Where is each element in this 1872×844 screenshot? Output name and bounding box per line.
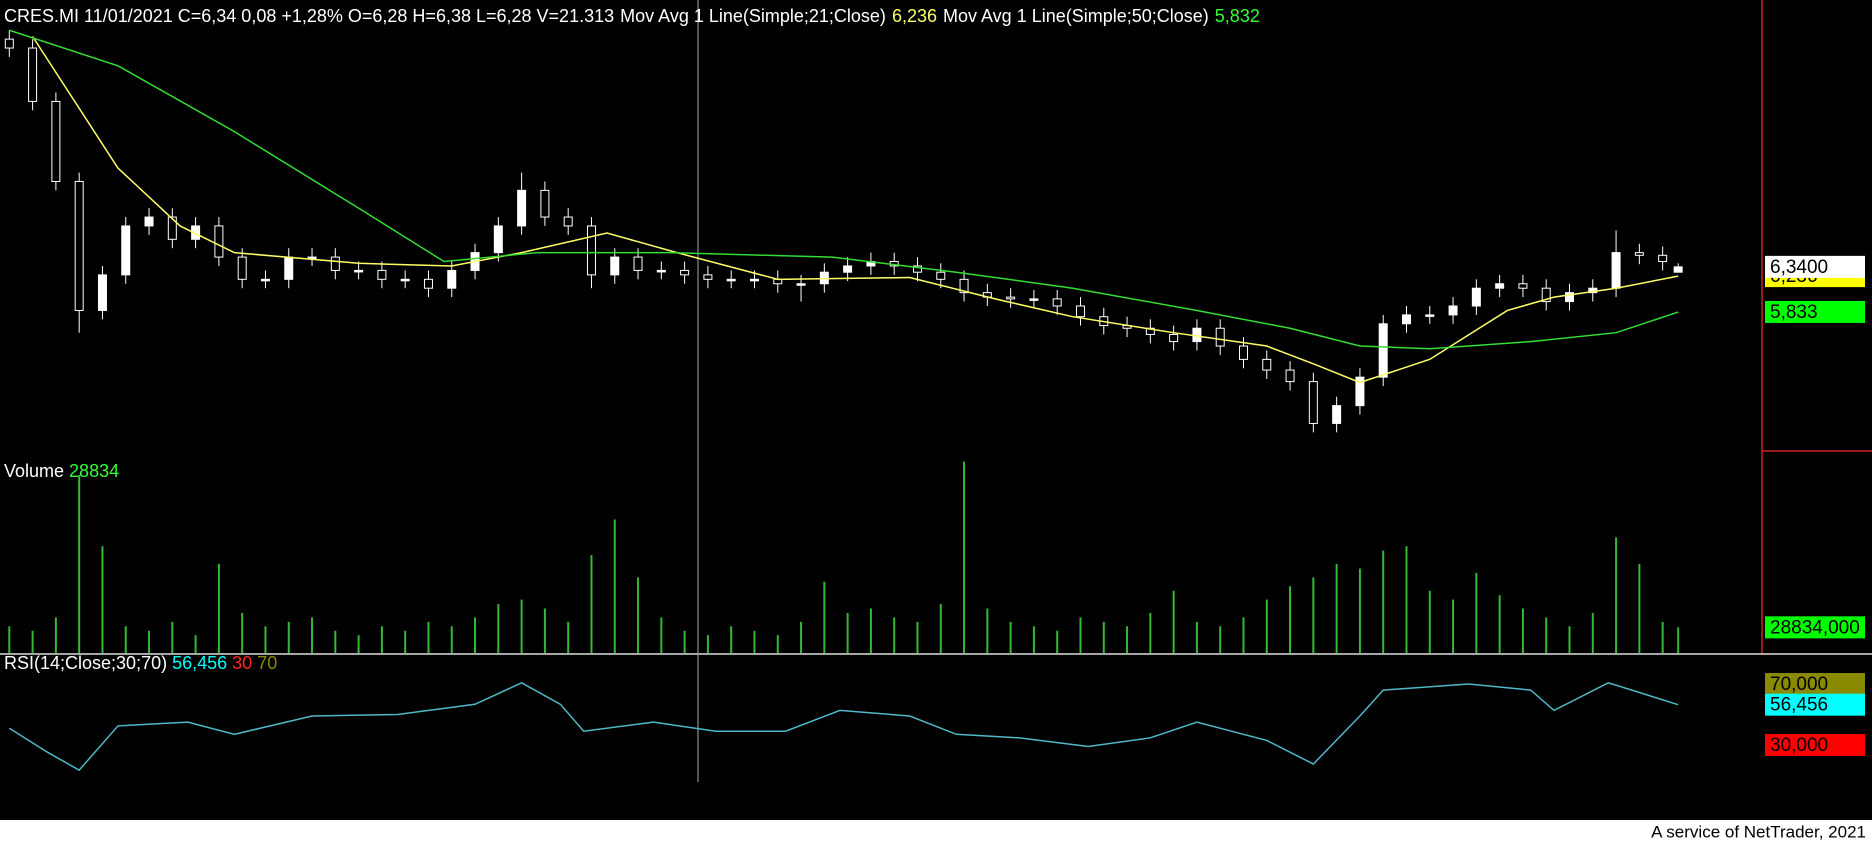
candle-body bbox=[260, 278, 270, 282]
candle-body bbox=[1448, 305, 1458, 316]
candle-body bbox=[586, 225, 596, 276]
rsi-line bbox=[8, 681, 1679, 772]
candle-body bbox=[493, 225, 503, 254]
moving-average bbox=[9, 29, 1679, 350]
candle-body bbox=[97, 274, 107, 311]
candle-body bbox=[1006, 296, 1016, 300]
value-box bbox=[1765, 255, 1865, 278]
candle-body bbox=[749, 278, 759, 282]
volume-title: Volume bbox=[4, 461, 64, 481]
candle-body bbox=[959, 278, 969, 294]
candle-body bbox=[1262, 358, 1272, 371]
candle-body bbox=[912, 265, 922, 273]
value-box-label: 30,000 bbox=[1770, 735, 1828, 756]
candle-body bbox=[1285, 369, 1295, 383]
candle-body bbox=[191, 225, 201, 240]
value-box bbox=[1765, 733, 1865, 756]
ma21-value: 6,236 bbox=[892, 6, 937, 26]
candle-body bbox=[1634, 252, 1644, 256]
candle-body bbox=[726, 278, 736, 282]
candle-body bbox=[1611, 252, 1621, 289]
candle-body bbox=[1564, 292, 1574, 303]
candle-body bbox=[167, 216, 177, 240]
candle-body bbox=[563, 216, 573, 227]
value-box bbox=[1765, 693, 1865, 716]
candle-body bbox=[843, 265, 853, 273]
rsi-title: RSI(14;Close;30;70) bbox=[4, 653, 167, 673]
rsi-level-high: 70 bbox=[257, 653, 277, 673]
candle-body bbox=[680, 269, 690, 276]
ma21-name: Mov Avg 1 Line(Simple;21;Close) bbox=[620, 6, 886, 26]
value-box-label: 28834,000 bbox=[1770, 617, 1860, 638]
ma50-name: Mov Avg 1 Line(Simple;50;Close) bbox=[943, 6, 1209, 26]
candle-body bbox=[1673, 266, 1683, 273]
candle-body bbox=[1332, 405, 1342, 424]
background bbox=[0, 0, 1872, 820]
candle-body bbox=[1425, 314, 1435, 317]
footer-band bbox=[0, 820, 1872, 844]
candle-body bbox=[1495, 283, 1505, 289]
ma50-value: 5,832 bbox=[1215, 6, 1260, 26]
moving-average bbox=[31, 36, 1679, 384]
candle-body bbox=[1308, 381, 1318, 424]
candle-body bbox=[1052, 298, 1062, 307]
candle-body bbox=[540, 189, 550, 218]
candle-body bbox=[1471, 287, 1481, 307]
candle-body bbox=[447, 269, 457, 289]
candle-body bbox=[237, 256, 247, 280]
value-box-label: 6,3400 bbox=[1770, 257, 1828, 278]
candle-body bbox=[1518, 283, 1528, 289]
candle-body bbox=[1215, 327, 1225, 347]
candle-body bbox=[330, 256, 340, 271]
candle-body bbox=[1029, 298, 1039, 301]
candle-body bbox=[1355, 376, 1365, 407]
candle-body bbox=[354, 269, 364, 273]
labels: 6,2366,34005,83328834,00070,00030,00056,… bbox=[1765, 255, 1865, 756]
value-box bbox=[1765, 673, 1865, 696]
candle-body bbox=[121, 225, 131, 276]
marks bbox=[4, 29, 1683, 772]
candle-body bbox=[1378, 323, 1388, 378]
candle-body bbox=[28, 47, 38, 102]
candle-body bbox=[936, 271, 946, 280]
candle-body bbox=[633, 256, 643, 271]
volume-value: 28834 bbox=[69, 461, 119, 481]
candle-body bbox=[796, 283, 806, 286]
value-box-label: 56,456 bbox=[1770, 695, 1828, 716]
candle-body bbox=[423, 278, 433, 289]
footer: A service of NetTrader, 2021 bbox=[1651, 822, 1866, 841]
candle-body bbox=[1075, 305, 1085, 318]
candle-body bbox=[517, 189, 527, 227]
candle-body bbox=[144, 216, 154, 227]
candle-body bbox=[400, 278, 410, 282]
candle-body bbox=[1238, 345, 1248, 360]
volume-header: Volume 28834 bbox=[4, 461, 119, 481]
price-header: CRES.MI 11/01/2021 C=6,34 0,08 +1,28% O=… bbox=[4, 6, 1260, 26]
rsi-header: RSI(14;Close;30;70) 56,456 30 70 bbox=[4, 653, 277, 673]
rsi-value: 56,456 bbox=[172, 653, 227, 673]
candle-body bbox=[1658, 254, 1668, 263]
candle-body bbox=[610, 256, 620, 276]
price-title: CRES.MI 11/01/2021 C=6,34 0,08 +1,28% O=… bbox=[4, 6, 614, 26]
candle-body bbox=[74, 180, 84, 311]
candle-body bbox=[284, 256, 294, 280]
candle-body bbox=[1169, 333, 1179, 343]
value-box bbox=[1765, 300, 1865, 323]
value-box bbox=[1765, 616, 1865, 639]
candle-body bbox=[656, 269, 666, 273]
candle-body bbox=[214, 225, 224, 258]
value-box-label: 5,833 bbox=[1770, 302, 1818, 323]
candle-body bbox=[703, 274, 713, 280]
candle-body bbox=[1401, 314, 1411, 325]
candle-body bbox=[1541, 287, 1551, 303]
candle-body bbox=[4, 38, 14, 49]
value-box-label: 70,000 bbox=[1770, 674, 1828, 695]
candle-body bbox=[51, 100, 61, 182]
rsi-level-low: 30 bbox=[232, 653, 252, 673]
candle-body bbox=[377, 269, 387, 280]
